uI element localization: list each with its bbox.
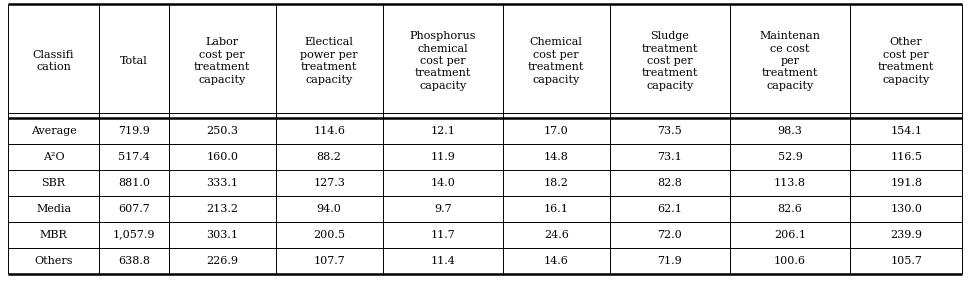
Text: 200.5: 200.5: [313, 230, 345, 240]
Text: 303.1: 303.1: [206, 230, 238, 240]
Text: Other
cost per
treatment
capacity: Other cost per treatment capacity: [877, 37, 933, 85]
Text: 14.0: 14.0: [430, 178, 454, 188]
Text: 105.7: 105.7: [890, 255, 922, 265]
Text: 607.7: 607.7: [118, 204, 150, 214]
Text: 9.7: 9.7: [433, 204, 452, 214]
Text: Others: Others: [34, 255, 73, 265]
Text: 98.3: 98.3: [777, 126, 801, 136]
Text: 213.2: 213.2: [206, 204, 238, 214]
Text: 154.1: 154.1: [890, 126, 922, 136]
Text: 100.6: 100.6: [773, 255, 805, 265]
Text: 250.3: 250.3: [206, 126, 238, 136]
Text: 14.8: 14.8: [544, 152, 568, 162]
Text: SBR: SBR: [42, 178, 66, 188]
Text: Labor
cost per
treatment
capacity: Labor cost per treatment capacity: [194, 37, 250, 85]
Text: 11.4: 11.4: [430, 255, 454, 265]
Text: 82.6: 82.6: [777, 204, 801, 214]
Text: 881.0: 881.0: [118, 178, 150, 188]
Text: 239.9: 239.9: [890, 230, 922, 240]
Text: 517.4: 517.4: [118, 152, 150, 162]
Text: 226.9: 226.9: [206, 255, 238, 265]
Text: 114.6: 114.6: [313, 126, 345, 136]
Text: 719.9: 719.9: [118, 126, 150, 136]
Text: Media: Media: [36, 204, 71, 214]
Text: A²O: A²O: [43, 152, 64, 162]
Text: 1,057.9: 1,057.9: [112, 230, 155, 240]
Text: 11.9: 11.9: [430, 152, 454, 162]
Text: Maintenan
ce cost
per
treatment
capacity: Maintenan ce cost per treatment capacity: [759, 31, 820, 91]
Text: MBR: MBR: [40, 230, 68, 240]
Text: Phosphorus
chemical
cost per
treatment
capacity: Phosphorus chemical cost per treatment c…: [409, 31, 476, 91]
Text: 113.8: 113.8: [773, 178, 805, 188]
Text: 71.9: 71.9: [657, 255, 681, 265]
Text: Chemical
cost per
treatment
capacity: Chemical cost per treatment capacity: [527, 37, 584, 85]
Text: Average: Average: [31, 126, 77, 136]
Text: 88.2: 88.2: [317, 152, 341, 162]
Text: 18.2: 18.2: [544, 178, 568, 188]
Text: 73.5: 73.5: [657, 126, 681, 136]
Text: Electical
power per
treatment
capacity: Electical power per treatment capacity: [300, 37, 358, 85]
Text: 24.6: 24.6: [544, 230, 568, 240]
Text: 191.8: 191.8: [890, 178, 922, 188]
Text: 206.1: 206.1: [773, 230, 805, 240]
Text: 14.6: 14.6: [544, 255, 568, 265]
Text: 333.1: 333.1: [206, 178, 238, 188]
Text: 16.1: 16.1: [544, 204, 568, 214]
Text: 82.8: 82.8: [657, 178, 681, 188]
Text: 107.7: 107.7: [313, 255, 345, 265]
Text: 12.1: 12.1: [430, 126, 454, 136]
Text: 17.0: 17.0: [544, 126, 568, 136]
Text: 116.5: 116.5: [890, 152, 922, 162]
Text: 52.9: 52.9: [777, 152, 801, 162]
Text: Total: Total: [120, 56, 148, 66]
Text: 638.8: 638.8: [118, 255, 150, 265]
Text: 11.7: 11.7: [430, 230, 454, 240]
Text: 62.1: 62.1: [657, 204, 681, 214]
Text: 94.0: 94.0: [317, 204, 341, 214]
Text: Sludge
treatment
cost per
treatment
capacity: Sludge treatment cost per treatment capa…: [641, 31, 698, 91]
Text: 73.1: 73.1: [657, 152, 681, 162]
Text: 127.3: 127.3: [313, 178, 345, 188]
Text: 160.0: 160.0: [206, 152, 238, 162]
Text: 72.0: 72.0: [657, 230, 681, 240]
Text: Classifi
cation: Classifi cation: [33, 50, 75, 72]
Text: 130.0: 130.0: [890, 204, 922, 214]
